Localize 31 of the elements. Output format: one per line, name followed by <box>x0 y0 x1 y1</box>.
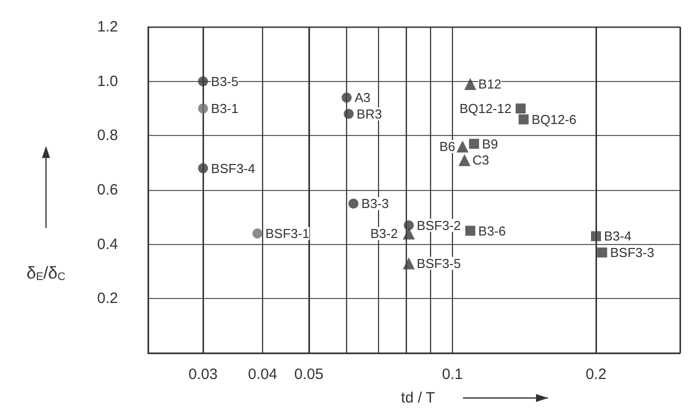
annotation: BQ12-12 <box>459 101 512 116</box>
x-tick-label: 0.05 <box>294 366 324 383</box>
annotation: C3 <box>472 152 490 168</box>
annotation: B6 <box>439 139 456 154</box>
annotation: BQ12-6 <box>532 112 576 127</box>
annotation: B3-3 <box>361 196 389 212</box>
annotation: BSF3-2 <box>416 218 461 233</box>
annotation: B12 <box>478 76 502 92</box>
y-tick-label: 1.2 <box>97 18 118 36</box>
x-tick-label: 0.2 <box>586 366 606 383</box>
y-tick-label: 1.0 <box>97 72 118 90</box>
x-tick-label: 0.1 <box>442 366 463 383</box>
y-tick-label: 0.6 <box>97 182 118 198</box>
x-tick-label: 0.04 <box>248 366 278 383</box>
annotation: BSF3-5 <box>416 256 461 271</box>
annotation: BSF3-1 <box>265 226 310 241</box>
annotation: B3-6 <box>478 223 506 238</box>
annotation: BSF3-4 <box>211 160 256 176</box>
x-tick-label: 0.03 <box>188 366 218 383</box>
annotation: B3-5 <box>211 74 239 89</box>
annotation: B3-4 <box>604 228 632 244</box>
annotation: B3-2 <box>370 226 398 241</box>
annotation: B3-1 <box>211 101 239 116</box>
y-tick-label: 0.4 <box>97 236 118 253</box>
annotation: A3 <box>354 90 371 106</box>
annotation: B9 <box>482 136 498 152</box>
annotation: BR3 <box>356 106 382 122</box>
y-tick-label: 0.2 <box>97 290 118 308</box>
y-tick-label: 0.8 <box>97 127 118 144</box>
annotation: BSF3-3 <box>610 244 654 260</box>
x-axis-title: td / T <box>401 390 435 406</box>
